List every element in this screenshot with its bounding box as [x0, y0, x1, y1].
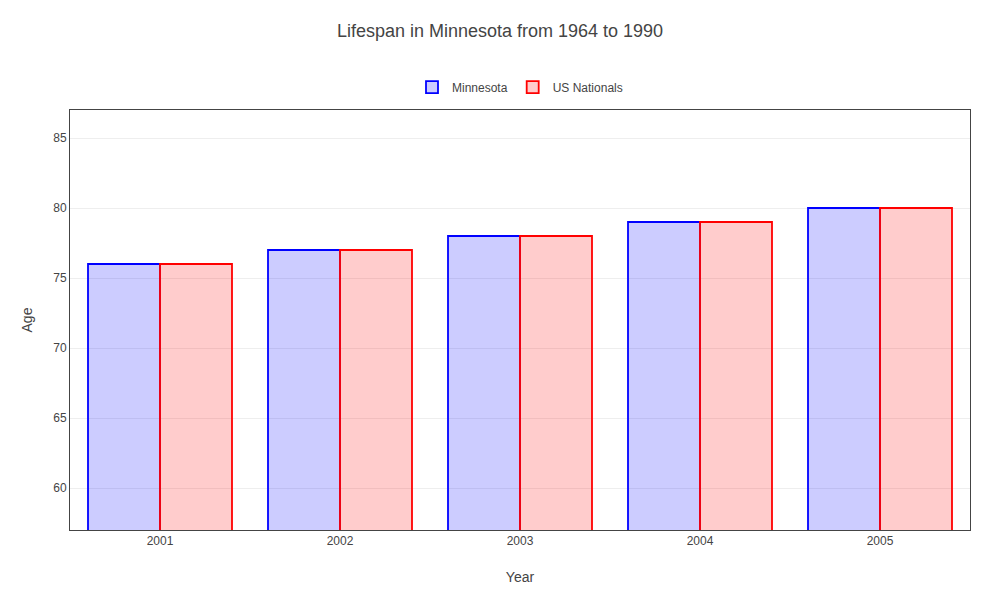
svg-text:2001: 2001	[147, 534, 174, 548]
svg-text:80: 80	[53, 201, 67, 215]
svg-text:75: 75	[53, 271, 67, 285]
svg-text:2005: 2005	[867, 534, 894, 548]
svg-text:60: 60	[53, 481, 67, 495]
svg-text:Minnesota: Minnesota	[452, 81, 508, 95]
svg-text:65: 65	[53, 411, 67, 425]
svg-text:85: 85	[53, 131, 67, 145]
svg-text:Lifespan in Minnesota from 196: Lifespan in Minnesota from 1964 to 1990	[337, 21, 663, 41]
svg-text:70: 70	[53, 341, 67, 355]
svg-text:Age: Age	[19, 307, 35, 332]
svg-text:US Nationals: US Nationals	[553, 81, 623, 95]
svg-text:2002: 2002	[327, 534, 354, 548]
svg-text:2004: 2004	[687, 534, 714, 548]
svg-text:Year: Year	[506, 569, 535, 585]
svg-text:2003: 2003	[507, 534, 534, 548]
